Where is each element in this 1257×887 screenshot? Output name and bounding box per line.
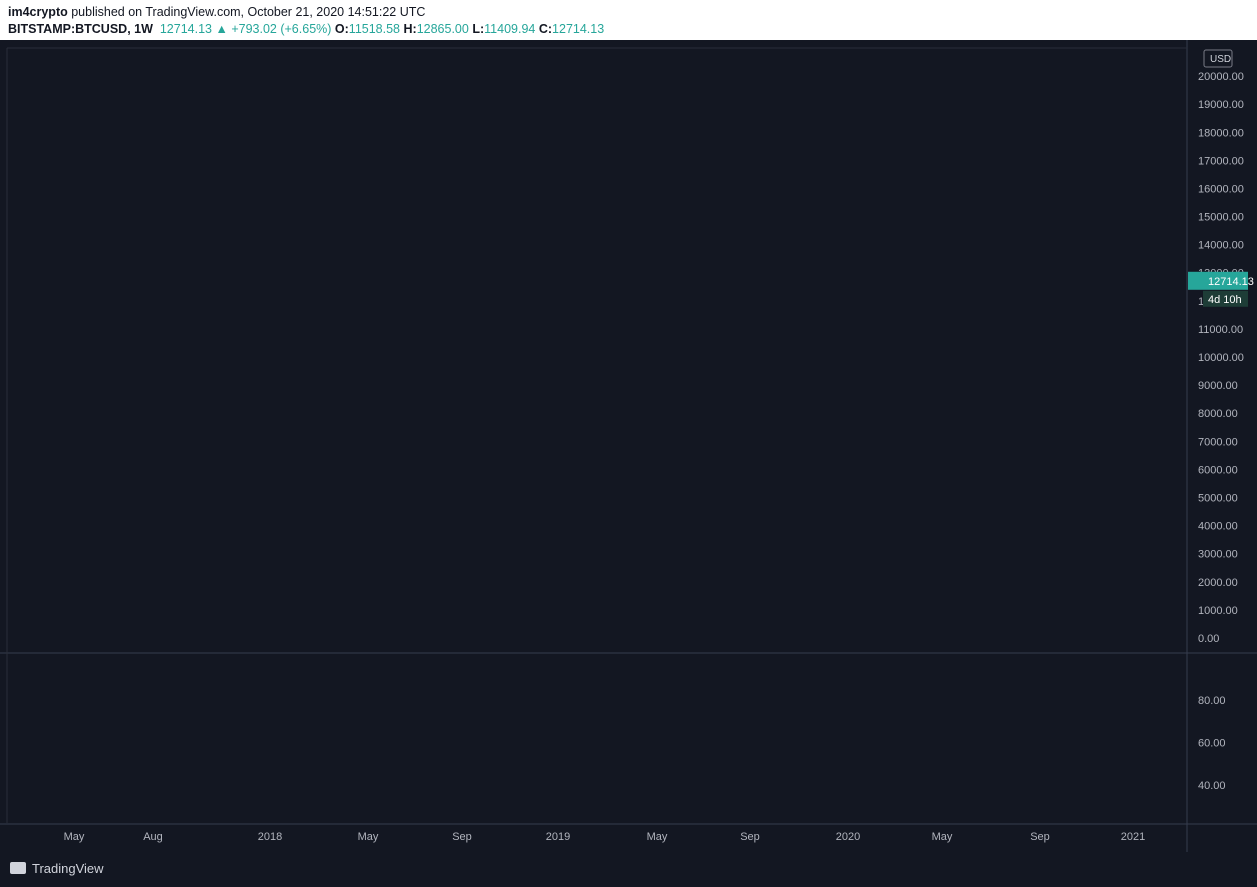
x-tick-label: 2021 [1121, 831, 1145, 843]
x-tick-label: May [358, 831, 379, 843]
price-tick-label: 4000.00 [1198, 521, 1238, 533]
price-change: +793.02 (+6.65%) [231, 22, 332, 36]
chart-background [0, 40, 1257, 852]
last-price-text: 12714.13 [1208, 276, 1254, 288]
price-tick-label: 17000.00 [1198, 155, 1244, 167]
x-tick-label: 2019 [546, 831, 570, 843]
x-tick-label: Sep [1030, 831, 1050, 843]
last-price-badge [1188, 271, 1248, 290]
price-tick-label: 14000.00 [1198, 240, 1244, 252]
close-label: C: [538, 22, 553, 36]
footer: TradingView [0, 852, 1257, 887]
price-tick-label: 10000.00 [1198, 352, 1244, 364]
price-tick-label: 0.00 [1198, 633, 1219, 645]
tradingview-icon [10, 862, 26, 874]
price-tick-label: 18000.00 [1198, 127, 1244, 139]
price-tick-label: 15000.00 [1198, 212, 1244, 224]
open-label: O: [334, 22, 349, 36]
symbol-label: BITSTAMP:BTCUSD, 1W [8, 22, 153, 36]
x-tick-label: 2018 [258, 831, 282, 843]
low-value: 11409.94 [484, 22, 536, 36]
x-tick-label: 2020 [836, 831, 860, 843]
price-tick-label: 3000.00 [1198, 549, 1238, 561]
high-value: 12865.00 [416, 22, 469, 36]
up-arrow-icon: ▲ [215, 22, 228, 36]
countdown-text: 4d 10h [1208, 294, 1242, 306]
rsi-tick-label: 80.00 [1198, 695, 1226, 707]
price-tick-label: 19000.00 [1198, 99, 1244, 111]
price-tick-label: 6000.00 [1198, 464, 1238, 476]
price-tick-label: 5000.00 [1198, 492, 1238, 504]
x-tick-label: May [932, 831, 953, 843]
price-tick-label: 16000.00 [1198, 183, 1244, 195]
x-tick-label: Sep [740, 831, 760, 843]
tradingview-logo[interactable]: TradingView [10, 861, 104, 876]
price-tick-label: 1000.00 [1198, 605, 1238, 617]
publish-header: im4crypto published on TradingView.com, … [0, 0, 1257, 40]
currency-label: USD [1210, 54, 1231, 65]
countdown-badge [1203, 290, 1248, 307]
x-tick-label: Sep [452, 831, 472, 843]
price-tick-label: 20000.00 [1198, 71, 1244, 83]
high-label: H: [403, 22, 417, 36]
x-tick-label: May [647, 831, 668, 843]
author-name[interactable]: im4crypto [8, 5, 68, 19]
price-tick-label: 8000.00 [1198, 408, 1238, 420]
close-value: 12714.13 [552, 22, 605, 36]
publish-date: published on TradingView.com, October 21… [71, 5, 426, 19]
price-tick-label: 11000.00 [1198, 324, 1243, 336]
brand-name: TradingView [32, 861, 104, 876]
price-tick-label: 2000.00 [1198, 577, 1238, 589]
symbol-info: BITSTAMP:BTCUSD, 1W 12714.13 ▲ +793.02 (… [8, 22, 604, 36]
btc-chart[interactable]: (1)(2)(3) BearBearBear 0.001000.002000.0… [0, 40, 1257, 852]
x-tick-label: May [64, 831, 85, 843]
price-tick-label: 7000.00 [1198, 436, 1238, 448]
x-tick-label: Aug [143, 831, 163, 843]
price-tick-label: 9000.00 [1198, 380, 1238, 392]
low-label: L: [472, 22, 485, 36]
rsi-tick-label: 40.00 [1198, 780, 1226, 792]
publish-info: im4crypto published on TradingView.com, … [8, 5, 425, 19]
rsi-tick-label: 60.00 [1198, 738, 1226, 750]
open-value: 11518.58 [348, 22, 401, 36]
axes: 0.00 1000.00 2000.00 3000.00 4000.00 5000.00 6… [0, 40, 1257, 852]
last-price: 12714.13 [159, 22, 212, 36]
currency-badge [1203, 49, 1233, 68]
